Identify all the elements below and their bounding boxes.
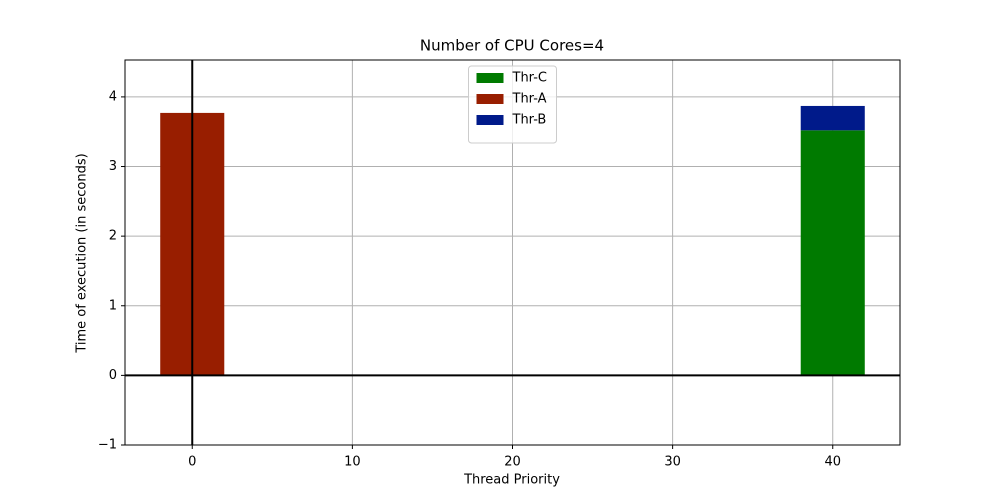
- legend-swatch: [476, 94, 504, 104]
- y-tick-label: 4: [109, 89, 117, 104]
- legend-swatch: [476, 115, 504, 125]
- x-tick-label: 10: [344, 455, 361, 470]
- x-tick-label: 40: [824, 455, 841, 470]
- x-tick-label: 30: [664, 455, 681, 470]
- y-axis-label: Time of execution (in seconds): [75, 153, 90, 353]
- chart-title: Number of CPU Cores=4: [420, 37, 604, 55]
- legend-label: Thr-A: [512, 92, 547, 107]
- plot-frame: [124, 59, 901, 446]
- y-tick-label: −1: [98, 438, 117, 453]
- y-tick-label: 1: [109, 298, 117, 313]
- y-tick-label: 2: [109, 229, 117, 244]
- y-tick-label: 0: [109, 368, 117, 383]
- legend: Thr-C Thr-A Thr-B: [468, 65, 557, 144]
- legend-label: Thr-B: [512, 113, 547, 128]
- bar: [800, 130, 865, 376]
- legend-swatch: [476, 73, 504, 83]
- x-tick-label: 20: [504, 455, 521, 470]
- bar: [800, 105, 865, 131]
- x-axis-label: Thread Priority: [463, 473, 560, 488]
- legend-label: Thr-C: [512, 71, 547, 86]
- x-tick-label: 0: [188, 455, 196, 470]
- y-tick-label: 3: [109, 159, 117, 174]
